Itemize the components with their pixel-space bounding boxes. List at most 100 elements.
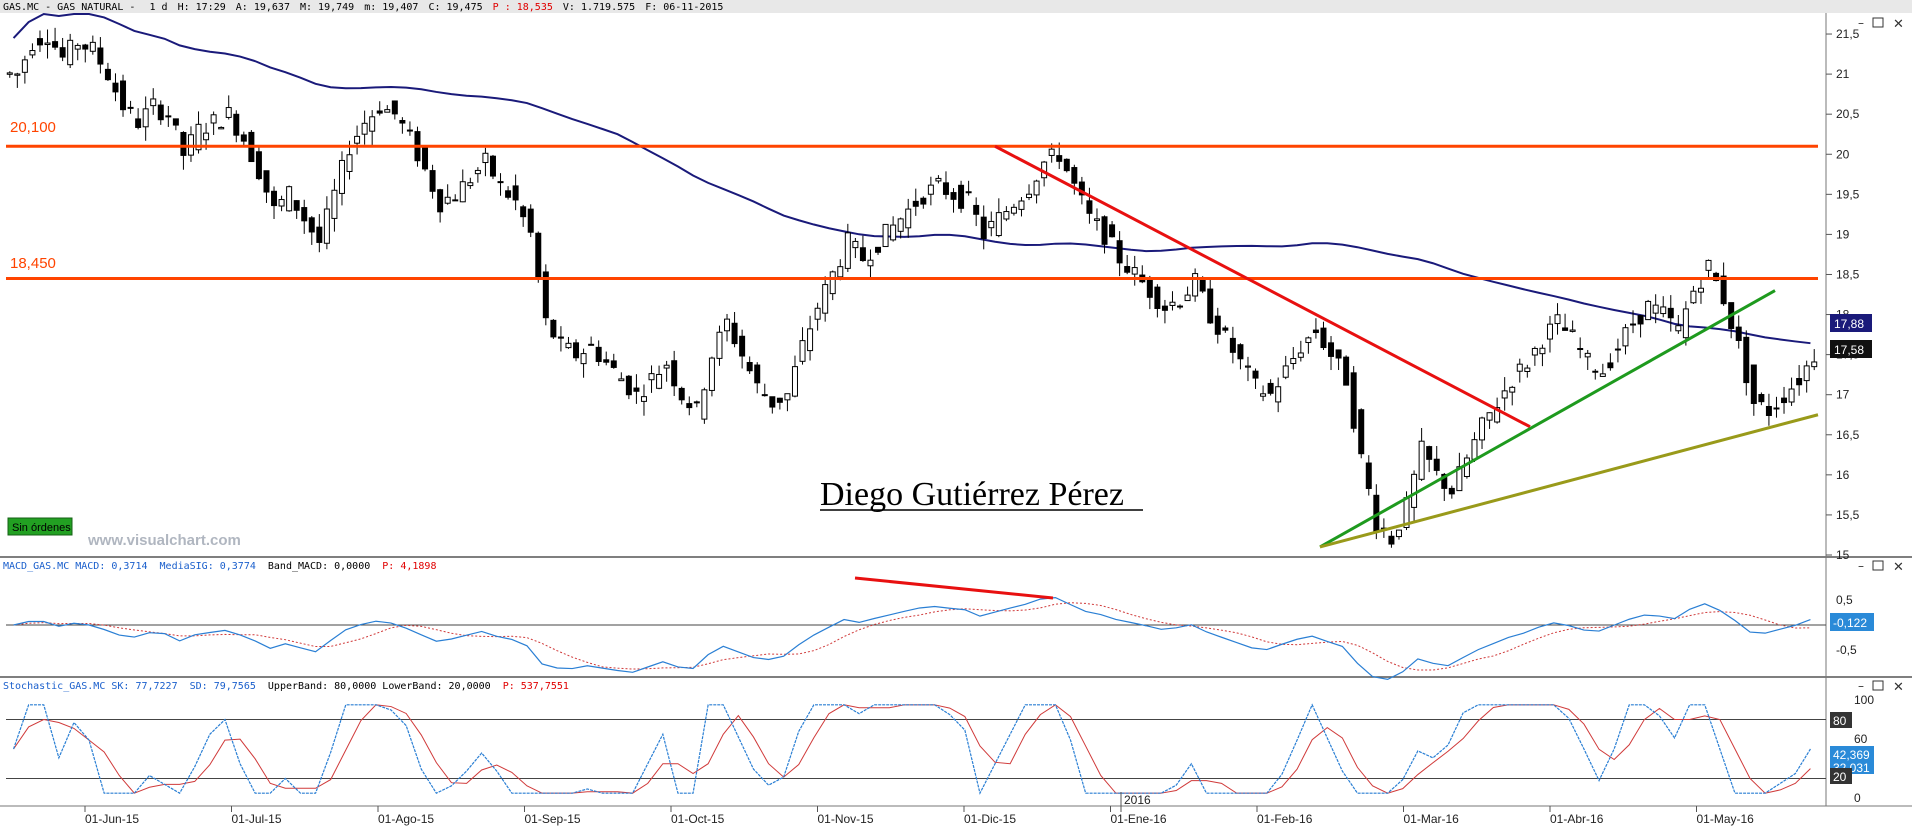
candle-body xyxy=(837,266,844,278)
macd-header-signal: MediaSIG: 0,3774 xyxy=(160,561,256,572)
candle xyxy=(890,216,897,242)
candle-body xyxy=(505,190,512,198)
header-close: C: 19,475 xyxy=(428,2,482,13)
candle-body xyxy=(965,191,972,194)
header-high: M: 19,749 xyxy=(300,2,354,13)
candle-body xyxy=(822,284,829,314)
candle-body xyxy=(361,122,368,135)
macd-panel-controls[interactable]: – ✕ xyxy=(1858,559,1904,575)
candle xyxy=(905,198,912,238)
candle-body xyxy=(6,72,13,75)
close-icon: ✕ xyxy=(1893,560,1904,575)
long-uptrend-line xyxy=(1319,413,1819,549)
candle xyxy=(278,195,285,212)
candle xyxy=(1637,315,1644,338)
price-tick-label: 15,5 xyxy=(1836,508,1860,522)
candle-body xyxy=(1675,325,1682,332)
candle xyxy=(210,111,217,135)
stoch-k-tag-label: 42,369 xyxy=(1833,748,1870,762)
candle-body xyxy=(1290,358,1297,365)
price-tick-label: 20,5 xyxy=(1836,107,1860,121)
candle xyxy=(1328,336,1335,371)
candle-body xyxy=(1441,473,1448,489)
candle-body xyxy=(1645,300,1652,321)
candle-body xyxy=(331,189,338,219)
candle xyxy=(799,327,806,365)
candle-body xyxy=(1765,405,1772,416)
candle xyxy=(1607,353,1614,371)
candle-body xyxy=(172,118,179,126)
candle-body xyxy=(1177,305,1184,308)
candle xyxy=(1524,364,1531,378)
candle-body xyxy=(791,366,798,397)
candle xyxy=(1531,346,1538,366)
candle-body xyxy=(1146,277,1153,298)
stoch-panel-controls[interactable]: – ✕ xyxy=(1858,679,1904,695)
candle xyxy=(505,186,512,200)
candle xyxy=(625,375,632,400)
stoch-axis-tag-80: 80 xyxy=(1830,712,1852,728)
candle xyxy=(814,302,821,331)
header-time: H: 17:29 xyxy=(178,2,226,13)
candle xyxy=(588,336,595,346)
candle-body xyxy=(958,184,965,209)
candle xyxy=(1169,291,1176,311)
candle-body xyxy=(648,373,655,381)
candle-body xyxy=(1705,259,1712,271)
candle-body xyxy=(1312,329,1319,334)
candle xyxy=(731,311,738,348)
candle-body xyxy=(625,375,632,396)
macd-divergence-line xyxy=(854,576,1054,600)
candle-body xyxy=(391,100,398,115)
candle xyxy=(6,71,13,78)
candle xyxy=(852,237,859,259)
candle-body xyxy=(1305,337,1312,344)
candle xyxy=(1177,304,1184,310)
candle-body xyxy=(89,41,96,52)
candle xyxy=(1720,262,1727,306)
candle xyxy=(1758,392,1765,406)
ma-price-tag-label: 17,88 xyxy=(1834,317,1864,331)
date-tick-label: 01-Abr-16 xyxy=(1550,812,1604,826)
stoch-k-tag: 42,369 xyxy=(1830,746,1874,763)
price-panel-controls[interactable]: – ✕ xyxy=(1858,16,1904,32)
candle xyxy=(595,340,602,366)
candle-body xyxy=(354,135,361,144)
candle xyxy=(1267,379,1274,396)
date-axis: 01-Jun-15 01-Jul-15 01-Ago-15 01-Sep-15 01-O… xyxy=(84,792,1754,826)
candle-body xyxy=(754,364,761,384)
candle-body xyxy=(1660,306,1667,315)
restore-icon xyxy=(1872,17,1884,28)
candle-body xyxy=(1161,305,1168,311)
candle-body xyxy=(671,360,678,387)
candle-body xyxy=(1713,272,1720,282)
candle xyxy=(286,185,293,212)
candle-body xyxy=(701,389,708,420)
candle xyxy=(1546,315,1553,353)
candle-body xyxy=(323,208,330,244)
orders-badge[interactable]: Sin órdenes xyxy=(7,517,73,536)
last-price-tag: 17,58 xyxy=(1830,340,1872,358)
candle-body xyxy=(1343,356,1350,386)
candle xyxy=(1614,338,1621,363)
candle-body xyxy=(1199,278,1206,292)
candle xyxy=(29,43,36,59)
candle-body xyxy=(1697,287,1704,293)
candle xyxy=(920,196,927,209)
candle-body xyxy=(218,126,225,130)
candle-body xyxy=(588,343,595,346)
candle xyxy=(1697,279,1704,304)
candle xyxy=(844,223,851,272)
candle-body xyxy=(1116,240,1123,264)
candle xyxy=(512,174,519,211)
candle-body xyxy=(1328,342,1335,357)
candle xyxy=(1516,358,1523,383)
candle-body xyxy=(255,151,262,180)
price-tick-label: 21,5 xyxy=(1836,27,1860,41)
candle-body xyxy=(1743,336,1750,384)
candle xyxy=(610,353,617,369)
candle-body xyxy=(44,42,51,46)
candle-body xyxy=(1184,294,1191,302)
candle xyxy=(724,313,731,342)
candle xyxy=(1161,299,1168,324)
